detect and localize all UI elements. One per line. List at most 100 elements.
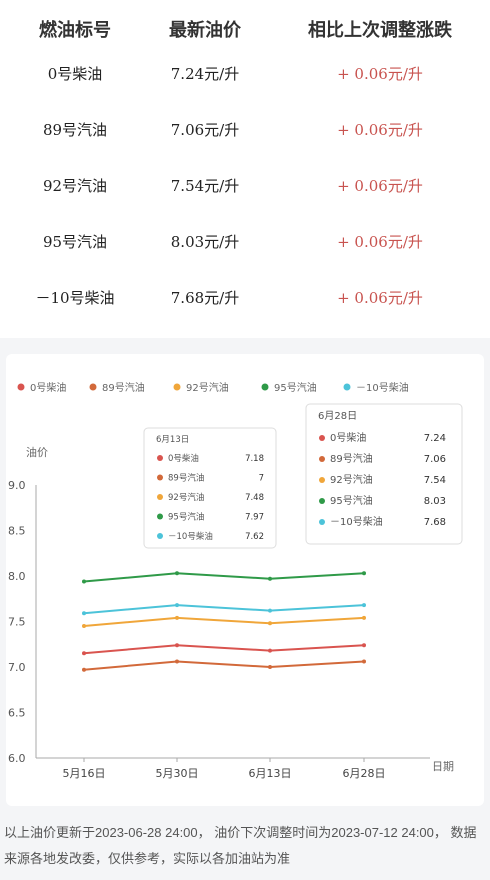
- tooltip-label: 0号柴油: [330, 431, 366, 444]
- y-tick-label: 6.5: [8, 707, 26, 720]
- chart-card: 0号柴油 89号汽油 92号汽油 95号汽油 －10号柴油 油价 日期 9.0 8.5 8.0 7.…: [6, 354, 484, 806]
- legend-label: 95号汽油: [274, 381, 317, 394]
- tooltip-label: 95号汽油: [168, 512, 204, 523]
- x-tick-label: 6月13日: [249, 767, 292, 780]
- series-line: [83, 572, 365, 583]
- legend-label: 89号汽油: [102, 381, 145, 394]
- series-line: [83, 660, 365, 671]
- series-line: [83, 616, 365, 627]
- data-point: [362, 643, 366, 648]
- fuel-price: 8.03元/升: [170, 233, 240, 251]
- tooltip-box: [143, 427, 277, 549]
- table-row: －10号柴油 7.68元/升 + 0.06元/升: [0, 280, 490, 336]
- header-latest-price: 最新油价: [169, 20, 241, 40]
- data-point: [175, 659, 179, 664]
- data-point: [175, 615, 179, 620]
- tooltip-value: 7.54: [424, 475, 446, 486]
- data-point: [268, 576, 272, 581]
- tooltip-label: －10号柴油: [168, 531, 213, 542]
- fuel-name: 92号汽油: [42, 177, 108, 195]
- price-change: + 0.06元/升: [337, 65, 423, 83]
- footnote: 以上油价更新于2023-06-28 24:00， 油价下次调整时间为2023-0…: [4, 825, 477, 866]
- table-row: 95号汽油 8.03元/升 + 0.06元/升: [0, 224, 490, 280]
- fuel-price: 7.24元/升: [170, 65, 240, 83]
- price-table: 燃油标号 最新油价 相比上次调整涨跌 0号柴油 7.24元/升 + 0.06元/…: [0, 0, 490, 338]
- fuel-name: 89号汽油: [42, 121, 108, 139]
- tooltip-marker: [319, 456, 325, 462]
- x-tick-label: 5月16日: [63, 767, 106, 780]
- tooltip-marker: [319, 435, 325, 441]
- tooltip-label: 95号汽油: [330, 494, 373, 507]
- tooltip-label: －10号柴油: [330, 515, 383, 528]
- tooltip-label: 89号汽油: [330, 452, 373, 465]
- data-point: [362, 603, 366, 608]
- data-point: [82, 624, 86, 628]
- fuel-name: 0号柴油: [47, 65, 103, 83]
- data-point: [362, 659, 366, 664]
- tooltip-value: 7.18: [245, 454, 264, 464]
- fuel-price: 7.54元/升: [170, 177, 240, 195]
- tooltip-label: 92号汽油: [330, 473, 373, 486]
- tooltip-label: 92号汽油: [168, 492, 204, 503]
- series-line: [83, 644, 365, 655]
- fuel-price-line-chart: 0号柴油 89号汽油 92号汽油 95号汽油 －10号柴油油价日期9.08.58.07.…: [8, 381, 463, 780]
- tooltip-marker: [157, 533, 163, 539]
- data-point: [268, 608, 272, 613]
- tooltip-marker: [319, 477, 325, 483]
- tooltip-marker: [319, 519, 325, 525]
- legend-label: －10号柴油: [356, 381, 409, 394]
- data-point: [175, 643, 179, 648]
- data-point: [362, 571, 366, 576]
- tooltip-value: 7.68: [424, 517, 446, 528]
- data-point: [175, 571, 179, 576]
- data-point: [82, 579, 86, 584]
- x-axis-title: 日期: [432, 760, 454, 773]
- data-point: [82, 667, 86, 672]
- tooltip-value: 8.03: [424, 496, 446, 507]
- data-point: [175, 603, 179, 608]
- legend-marker: [89, 383, 97, 391]
- legend-marker: [173, 383, 181, 391]
- tooltip-marker: [157, 494, 163, 500]
- tooltip-value: 7: [259, 474, 264, 484]
- tooltip-label: 0号柴油: [168, 453, 199, 464]
- data-point: [268, 621, 272, 626]
- legend-marker: [343, 383, 351, 391]
- tooltip-marker: [157, 513, 163, 520]
- tooltip-marker: [157, 474, 163, 481]
- x-tick-label: 5月30日: [156, 767, 199, 780]
- data-point: [268, 665, 272, 669]
- price-change: + 0.06元/升: [337, 177, 423, 195]
- data-point: [82, 611, 86, 616]
- y-tick-label: 9.0: [8, 479, 26, 492]
- header-change: 相比上次调整涨跌: [308, 20, 452, 40]
- tooltip-marker: [157, 455, 163, 461]
- tooltip-value: 7.48: [245, 493, 264, 503]
- y-tick-label: 8.5: [8, 525, 26, 538]
- y-tick-label: 7.5: [8, 616, 26, 629]
- table-row: 0号柴油 7.24元/升 + 0.06元/升: [0, 56, 490, 112]
- y-axis-title: 油价: [26, 445, 48, 459]
- table-row: 89号汽油 7.06元/升 + 0.06元/升: [0, 112, 490, 168]
- price-change: + 0.06元/升: [337, 289, 423, 307]
- header-fuel-grade: 燃油标号: [39, 20, 111, 40]
- fuel-name: 95号汽油: [42, 233, 108, 251]
- tooltip-title: 6月28日: [318, 410, 357, 422]
- y-tick-label: 8.0: [8, 570, 26, 583]
- data-point: [268, 648, 272, 653]
- legend-label: 92号汽油: [186, 381, 229, 394]
- fuel-price: 7.06元/升: [170, 121, 240, 139]
- tooltip-label: 89号汽油: [168, 473, 204, 484]
- tooltip-title: 6月13日: [156, 435, 189, 445]
- legend-marker: [17, 383, 25, 391]
- tooltip-value: 7.62: [245, 532, 264, 542]
- tooltip-marker: [319, 498, 325, 504]
- x-tick-label: 6月28日: [343, 767, 386, 780]
- legend-label: 0号柴油: [30, 381, 66, 394]
- tooltip-box: [305, 403, 463, 545]
- fuel-name: －10号柴油: [35, 289, 115, 307]
- price-change: + 0.06元/升: [337, 121, 423, 139]
- data-point: [82, 651, 86, 656]
- legend-marker: [261, 383, 269, 391]
- series-line: [83, 604, 365, 615]
